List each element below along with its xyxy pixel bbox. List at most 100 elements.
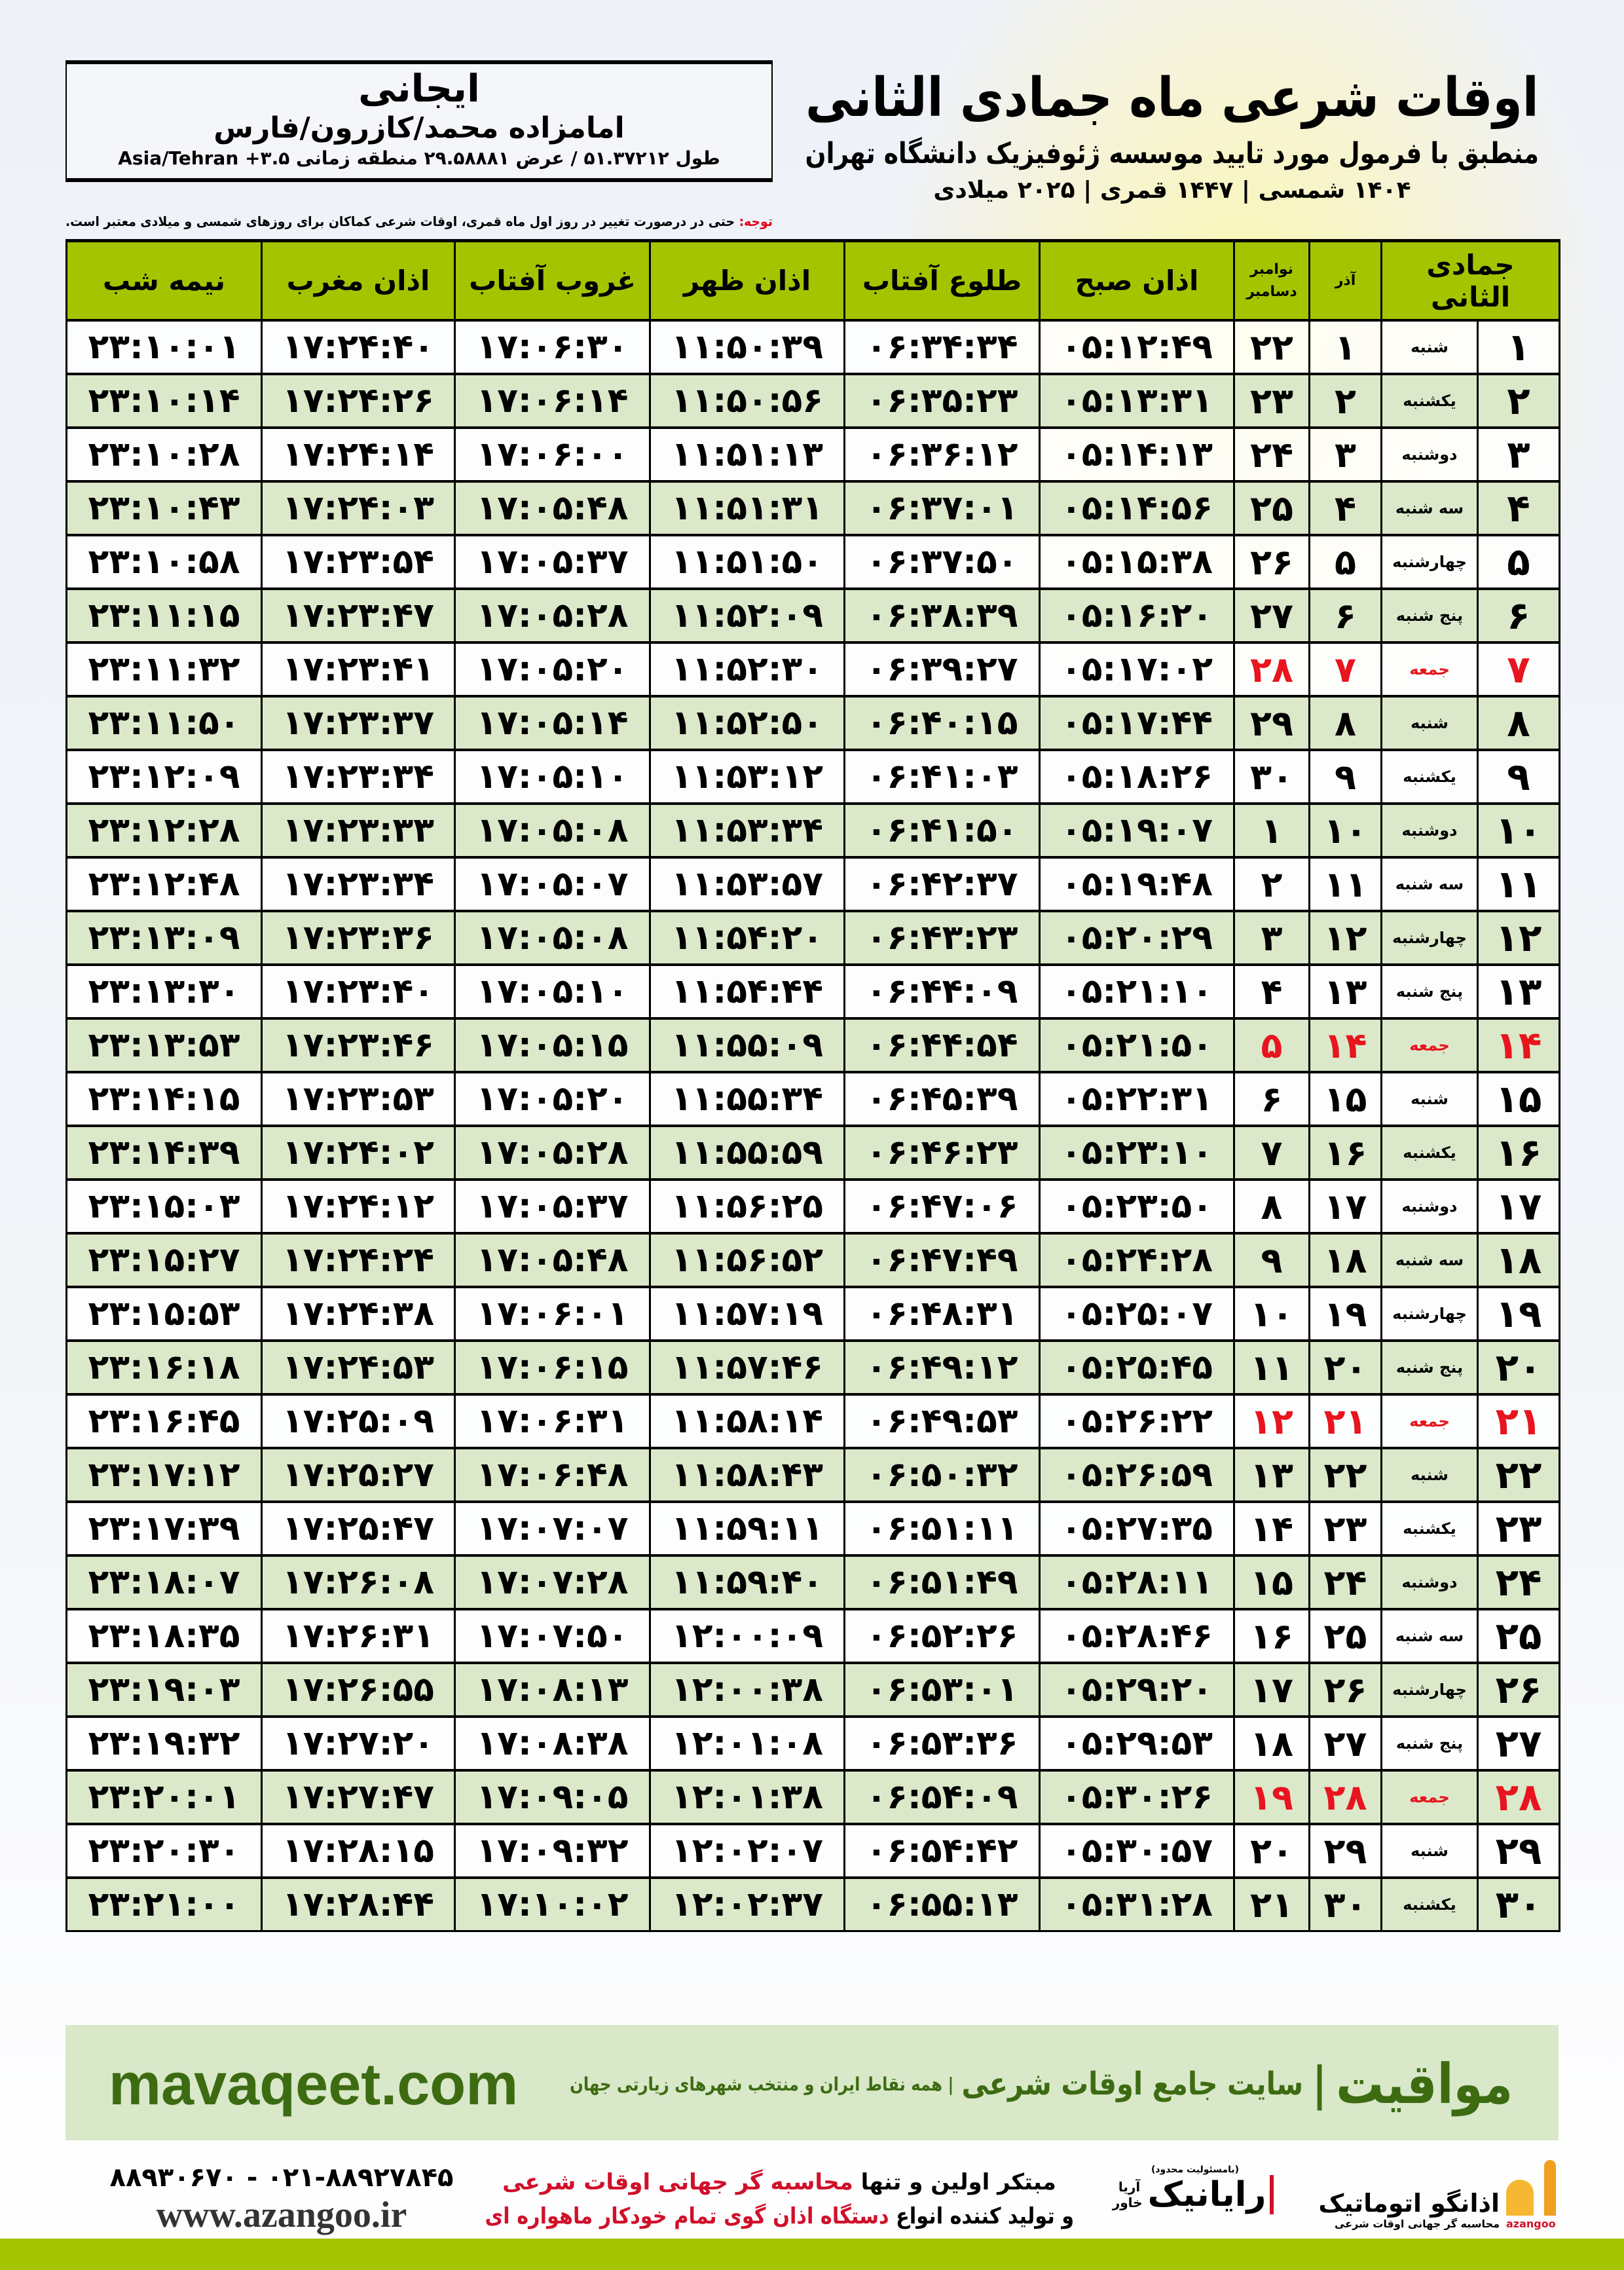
day-azar: ۹ — [1308, 749, 1382, 805]
day-hijri: ۳۰ — [1477, 1876, 1560, 1932]
sunset-time: ۱۷:۰۶:۰۰ — [454, 426, 651, 483]
table-header-row: جمادی الثانی آذر نوامبر دسامبر اذان صبح ط… — [65, 239, 1560, 322]
sunset-time: ۱۷:۰۶:۴۸ — [454, 1447, 651, 1503]
weekday: چهارشنبه — [1380, 534, 1479, 590]
fajr-time: ۰۵:۲۶:۲۲ — [1039, 1393, 1235, 1449]
slogan1-a: مبتکر اولین و تنها — [853, 2169, 1056, 2195]
day-hijri: ۱۳ — [1477, 963, 1560, 1020]
midnight-time: ۲۳:۱۰:۵۸ — [65, 534, 263, 590]
page-subtitle-wrap: منطبق با فرمول مورد تایید موسسه ژئوفیزیک… — [805, 134, 1539, 174]
day-hijri: ۸ — [1477, 695, 1560, 751]
day-azar: ۵ — [1308, 534, 1382, 590]
sunset-time: ۱۷:۰۵:۳۷ — [454, 1178, 651, 1235]
dhuhr-time: ۱۱:۵۷:۴۶ — [649, 1339, 845, 1396]
fajr-time: ۰۵:۲۵:۴۵ — [1039, 1339, 1235, 1396]
day-gregorian: ۱۰ — [1233, 1286, 1310, 1342]
table-row: ۹ یکشنبه ۹ ۳۰ ۰۵:۱۸:۲۶ ۰۶:۴۱:۰۳ ۱۱:۵۳:۱۲ ۱۷:۰۵:… — [65, 749, 1560, 805]
dhuhr-time: ۱۱:۵۹:۱۱ — [649, 1500, 845, 1557]
maghrib-time: ۱۷:۲۴:۰۳ — [261, 480, 456, 536]
table-row: ۸ شنبه ۸ ۲۹ ۰۵:۱۷:۴۴ ۰۶:۴۰:۱۵ ۱۱:۵۲:۵۰ ۱۷:۰۵:۱۴… — [65, 695, 1560, 751]
slogan1-b: محاسبه گر جهانی اوقات شرعی — [502, 2169, 853, 2195]
fajr-time: ۰۵:۲۳:۱۰ — [1039, 1125, 1235, 1181]
sunrise-time: ۰۶:۴۱:۵۰ — [843, 802, 1041, 859]
day-hijri: ۱۷ — [1477, 1178, 1560, 1235]
maghrib-time: ۱۷:۲۴:۱۲ — [261, 1178, 456, 1235]
fajr-time: ۰۵:۲۳:۵۰ — [1039, 1178, 1235, 1235]
azangoo-link[interactable]: www.azangoo.ir — [156, 2195, 407, 2235]
azangoo-logo: azangoo اذانگو اتوماتیک محاسبه گر جهانی … — [1297, 2158, 1559, 2230]
site-link[interactable]: mavaqeet.com — [109, 2052, 519, 2117]
maghrib-time: ۱۷:۲۳:۳۴ — [261, 749, 456, 805]
day-hijri: ۲۶ — [1477, 1662, 1560, 1718]
day-hijri: ۲۷ — [1477, 1715, 1560, 1772]
day-azar: ۲۷ — [1308, 1715, 1382, 1772]
dhuhr-time: ۱۱:۵۲:۰۹ — [649, 587, 845, 644]
maghrib-time: ۱۷:۲۳:۵۳ — [261, 1071, 456, 1127]
day-hijri: ۲۳ — [1477, 1500, 1560, 1557]
sunset-time: ۱۷:۰۶:۳۰ — [454, 319, 651, 375]
day-gregorian: ۲۵ — [1233, 480, 1310, 536]
day-gregorian: ۱۴ — [1233, 1500, 1310, 1557]
midnight-time: ۲۳:۱۰:۲۸ — [65, 426, 263, 483]
day-azar: ۷ — [1308, 641, 1382, 698]
day-hijri: ۵ — [1477, 534, 1560, 590]
sunrise-time: ۰۶:۴۶:۲۳ — [843, 1125, 1041, 1181]
weekday: جمعه — [1380, 641, 1479, 698]
azangoo-link-wrap: www.azangoo.ir — [98, 2194, 465, 2236]
dhuhr-time: ۱۱:۵۴:۴۴ — [649, 963, 845, 1020]
day-azar: ۲ — [1308, 373, 1382, 429]
midnight-time: ۲۳:۱۸:۳۵ — [65, 1608, 263, 1664]
table-row: ۲۵ سه شنبه ۲۵ ۱۶ ۰۵:۲۸:۴۶ ۰۶:۵۲:۲۶ ۱۲:۰۰:۰۹ ۱۷:… — [65, 1608, 1560, 1664]
midnight-time: ۲۳:۱۰:۱۴ — [65, 373, 263, 429]
header-hijri: جمادی الثانی — [1380, 239, 1560, 322]
day-hijri: ۲۹ — [1477, 1823, 1560, 1879]
day-gregorian: ۳۰ — [1233, 749, 1310, 805]
header-sunset: غروب آفتاب — [454, 239, 651, 322]
day-azar: ۲۱ — [1308, 1393, 1382, 1449]
weekday: پنج شنبه — [1380, 1715, 1479, 1772]
maghrib-time: ۱۷:۲۴:۵۳ — [261, 1339, 456, 1396]
sunrise-time: ۰۶:۳۸:۳۹ — [843, 587, 1041, 644]
table-row: ۱۸ سه شنبه ۱۸ ۹ ۰۵:۲۴:۲۸ ۰۶:۴۷:۴۹ ۱۱:۵۶:۵۲ ۱۷:۰… — [65, 1232, 1560, 1288]
fajr-time: ۰۵:۱۹:۰۷ — [1039, 802, 1235, 859]
note-label: توجه: — [739, 214, 773, 229]
day-gregorian: ۲۳ — [1233, 373, 1310, 429]
place-path-wrap: امامزاده محمد/کازرون/فارس — [72, 111, 766, 145]
slogan2-a: و تولید کننده انواع — [889, 2203, 1074, 2229]
sunrise-time: ۰۶:۴۱:۰۳ — [843, 749, 1041, 805]
day-hijri: ۱۲ — [1477, 910, 1560, 966]
midnight-time: ۲۳:۱۰:۰۱ — [65, 319, 263, 375]
brand-tagline: سایت جامع اوقات شرعی — [961, 2066, 1303, 2102]
midnight-time: ۲۳:۱۵:۰۳ — [65, 1178, 263, 1235]
fajr-time: ۰۵:۲۵:۰۷ — [1039, 1286, 1235, 1342]
day-azar: ۲۸ — [1308, 1769, 1382, 1825]
sunrise-time: ۰۶:۳۶:۱۲ — [843, 426, 1041, 483]
rayanik-sub: آریا خاور — [1112, 2179, 1143, 2210]
midnight-time: ۲۳:۲۱:۰۰ — [65, 1876, 263, 1932]
phone-numbers: ۰۲۱-۸۸۹۲۷۸۴۵ - ۸۸۹۳۰۶۷۰ — [109, 2163, 454, 2193]
day-hijri: ۱۴ — [1477, 1017, 1560, 1073]
fajr-time: ۰۵:۱۲:۴۹ — [1039, 319, 1235, 375]
note-text: حتی در درصورت تغییر در روز اول ماه قمری،… — [65, 214, 739, 229]
sunset-time: ۱۷:۰۵:۴۸ — [454, 1232, 651, 1288]
weekday: جمعه — [1380, 1017, 1479, 1073]
sunset-time: ۱۷:۰۶:۳۱ — [454, 1393, 651, 1449]
day-azar: ۸ — [1308, 695, 1382, 751]
midnight-time: ۲۳:۱۳:۰۹ — [65, 910, 263, 966]
day-gregorian: ۱۳ — [1233, 1447, 1310, 1503]
weekday: سه شنبه — [1380, 1232, 1479, 1288]
day-hijri: ۱۸ — [1477, 1232, 1560, 1288]
maghrib-time: ۱۷:۲۶:۵۵ — [261, 1662, 456, 1718]
table-row: ۱۴ جمعه ۱۴ ۵ ۰۵:۲۱:۵۰ ۰۶:۴۴:۵۴ ۱۱:۵۵:۰۹ ۱۷:۰۵:۱… — [65, 1017, 1560, 1073]
sunrise-time: ۰۶:۴۴:۵۴ — [843, 1017, 1041, 1073]
midnight-time: ۲۳:۱۵:۵۳ — [65, 1286, 263, 1342]
day-hijri: ۱۶ — [1477, 1125, 1560, 1181]
day-hijri: ۲۸ — [1477, 1769, 1560, 1825]
sunrise-time: ۰۶:۴۴:۰۹ — [843, 963, 1041, 1020]
day-azar: ۳۰ — [1308, 1876, 1382, 1932]
header-dhuhr: اذان ظهر — [649, 239, 845, 322]
header-november: نوامبر — [1250, 261, 1293, 278]
sunrise-time: ۰۶:۳۷:۰۱ — [843, 480, 1041, 536]
sunrise-time: ۰۶:۵۴:۰۹ — [843, 1769, 1041, 1825]
sunrise-time: ۰۶:۴۵:۳۹ — [843, 1071, 1041, 1127]
